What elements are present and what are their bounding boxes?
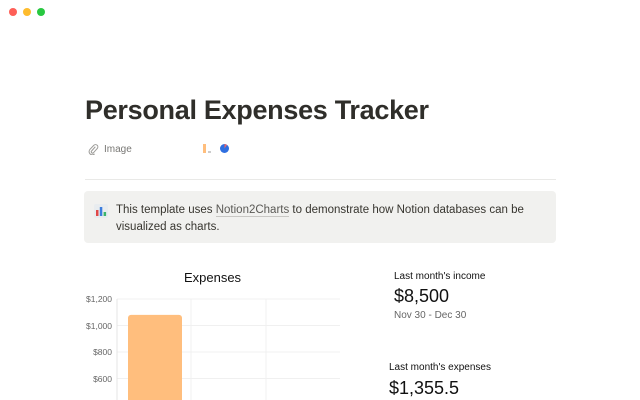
income-date-range: Nov 30 - Dec 30 bbox=[394, 310, 467, 321]
property-image[interactable]: Image bbox=[88, 144, 132, 155]
y-tick-label: $800 bbox=[93, 347, 112, 357]
property-label: Image bbox=[104, 144, 132, 155]
notion2charts-link[interactable]: Notion2Charts bbox=[215, 204, 290, 217]
callout: This template uses Notion2Charts to demo… bbox=[84, 191, 556, 243]
page-title: Personal Expenses Tracker bbox=[85, 95, 429, 125]
y-tick-label: $600 bbox=[93, 373, 112, 384]
minimize-button[interactable] bbox=[23, 8, 31, 16]
bar[interactable] bbox=[128, 314, 182, 400]
property-value-image[interactable] bbox=[201, 142, 230, 154]
bar-chart-icon bbox=[94, 204, 108, 218]
paperclip-icon bbox=[88, 144, 99, 155]
callout-text: This template uses bbox=[116, 204, 216, 216]
expenses-label: Last month's expenses bbox=[389, 362, 491, 373]
income-value: $8,500 bbox=[394, 286, 450, 306]
y-tick-label: $1,000 bbox=[86, 320, 112, 331]
maximize-button[interactable] bbox=[37, 8, 45, 16]
divider bbox=[85, 179, 556, 180]
pie-chart-thumbnail-icon bbox=[220, 143, 229, 153]
expenses-value: $1,355.5 bbox=[389, 378, 460, 398]
income-label: Last month's income bbox=[394, 271, 486, 282]
callout-text-rest: to demonstrate how Notion databases can … bbox=[116, 204, 524, 233]
bar-chart-thumbnail-icon bbox=[203, 144, 211, 153]
chart-title: Expenses bbox=[183, 270, 242, 285]
window-controls bbox=[9, 8, 45, 16]
close-button[interactable] bbox=[9, 8, 17, 16]
y-tick-label: $1,200 bbox=[86, 294, 112, 304]
